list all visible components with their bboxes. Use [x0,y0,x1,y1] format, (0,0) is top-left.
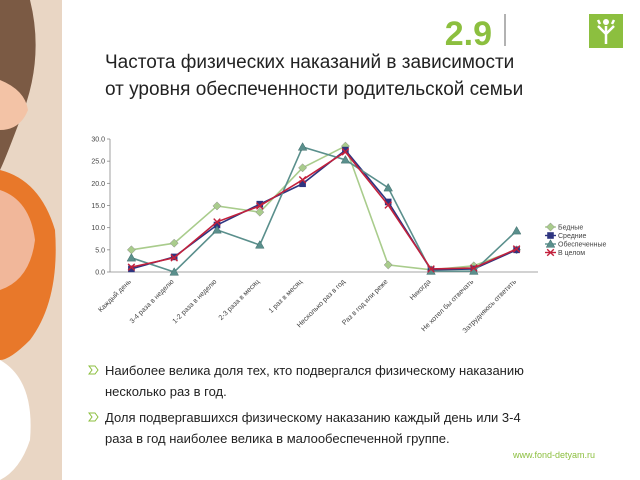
marker [383,260,393,270]
bullets: Наиболее велика доля тех, кто подвергалс… [88,363,524,446]
marker [256,202,264,210]
marker [170,254,178,262]
marker [126,253,137,262]
marker [169,238,179,248]
legend-marker [545,239,556,248]
x-tick-label: 3-4 раза в неделю [129,278,176,325]
marker [297,142,308,151]
x-tick-label: Раз в год или реже [341,278,389,326]
legend-marker [546,222,555,232]
marker [127,263,136,271]
marker [298,163,308,173]
marker [384,198,392,206]
marker [212,201,222,211]
marker [128,265,135,273]
series-line [131,146,518,273]
photo [0,0,62,480]
legend-label: Средние [558,233,587,240]
x-tick-label: 2-3 раза в месяц [218,278,261,321]
bullet-text: несколько раз в год. [105,384,227,399]
bullet-text: Наиболее велика доля тех, кто подвергалс… [105,363,524,378]
x-tick-label: Каждый день [97,278,133,314]
marker [342,146,349,154]
marker [341,148,350,156]
y-tick-label: 15.0 [91,203,105,210]
legend-label: Обеспеченные [558,241,607,249]
y-tick-label: 25.0 [91,159,105,166]
series-line [131,144,517,271]
footer: www.fond-detyam.ru [512,450,595,460]
y-tick-label: 0.0 [95,270,105,277]
title-line: от уровня обеспеченности родительской се… [105,79,523,100]
marker [340,155,351,164]
marker [256,200,264,208]
marker [511,225,522,235]
title-line: Частота физических наказаний в зависимос… [105,52,514,73]
marker [427,265,435,273]
marker [299,180,306,188]
marker [212,225,222,234]
legend-marker [547,232,554,239]
marker [384,201,392,209]
marker [298,175,307,184]
series-line [131,150,517,270]
y-tick-label: 10.0 [91,225,105,232]
y-tick-label: 30.0 [91,137,105,144]
x-tick-label: 1-2 раза в неделю [172,278,219,325]
marker [512,245,521,253]
marker [169,267,179,276]
legend-label: Бедные [558,225,583,232]
marker [126,245,136,255]
bullet-text: раза в год наиболее велика в малообеспеч… [105,431,450,446]
marker [213,218,221,226]
bullet-text: Доля подвергавшихся физическому наказани… [105,410,521,425]
marker [470,264,478,272]
chart: 0.0 5.0 10.0 15.0 20.0 25.0 30.0 Каждый день3-4… [91,137,606,335]
legend-label: В целом [558,250,585,257]
bullet-marker [88,412,99,422]
bullet-marker [88,365,99,375]
legend-marker [546,248,555,257]
y-tick-label: 5.0 [95,247,105,254]
slide-number: 2.9 [445,15,492,53]
x-tick-label: Несколько раз в год [296,278,347,329]
marker [213,221,221,229]
y-tick-label: 20.0 [91,181,105,188]
marker [383,182,393,192]
marker [255,207,265,217]
series-line [131,148,517,271]
x-tick-label: Никогда [409,278,433,302]
x-tick-label: 1 раз в месяц [268,278,304,314]
marker [255,240,265,249]
logo [589,14,623,48]
